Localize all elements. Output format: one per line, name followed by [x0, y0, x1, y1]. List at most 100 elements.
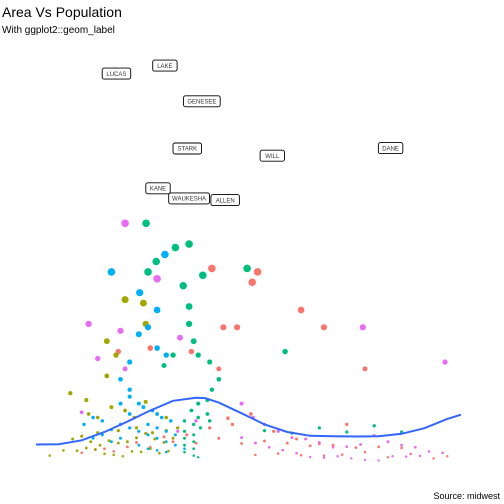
point-oh-19 [155, 412, 159, 416]
point-oh-17 [141, 405, 146, 410]
county-labels: LAKE LUCAS GENESEE STARK WILL DANE KANE WAUKESH… [101, 59, 404, 207]
point-il-28 [135, 440, 138, 444]
point-in-17 [80, 434, 84, 438]
point-wi-21 [359, 443, 362, 446]
chart-caption: Source: midwest [433, 491, 500, 501]
point-il-2 [297, 306, 305, 314]
point-mi-5 [144, 268, 152, 276]
point-mi-28 [192, 454, 195, 457]
point-oh-6 [136, 289, 144, 297]
point-in-15 [164, 415, 168, 420]
point-in-16 [71, 437, 75, 441]
point-mi-14 [209, 387, 215, 392]
county-label-text: WILL [265, 154, 280, 160]
point-oh-21 [169, 419, 173, 423]
point-il-42 [299, 454, 303, 457]
county-label-waukesha: WAUKESHA [168, 192, 210, 205]
point-in-7 [84, 398, 89, 403]
county-label-box [183, 95, 221, 108]
point-wi-25 [413, 445, 417, 449]
point-oh-23 [128, 426, 132, 430]
point-il-14 [103, 447, 106, 451]
point-il-13 [345, 422, 349, 427]
point-oh-42 [127, 412, 132, 416]
point-il-25 [354, 446, 358, 449]
point-oh-39 [146, 447, 150, 451]
point-in-38 [167, 449, 170, 453]
point-oh-29 [183, 447, 186, 451]
point-il-0 [216, 366, 222, 372]
point-in-33 [121, 455, 125, 458]
point-mi-20 [192, 422, 196, 427]
county-label-box [168, 192, 210, 205]
point-in-19 [98, 443, 102, 447]
point-wi-8 [122, 366, 128, 372]
point-in-32 [112, 453, 115, 457]
point-oh-12 [127, 359, 133, 365]
point-il-24 [331, 443, 335, 447]
point-oh-7 [153, 306, 161, 314]
point-il-46 [386, 456, 390, 459]
point-wi-29 [253, 441, 257, 445]
point-mi-8 [199, 271, 207, 280]
point-wi-4 [85, 320, 92, 328]
point-il-6 [220, 324, 227, 331]
point-il-44 [340, 453, 344, 456]
chart-subtitle: With ggplot2::geom_label [2, 25, 115, 36]
point-il-26 [377, 445, 381, 449]
point-wi-30 [267, 445, 271, 449]
point-oh-10 [154, 345, 160, 351]
point-wi-32 [295, 451, 298, 455]
point-oh-47 [82, 422, 86, 427]
point-in-22 [125, 440, 129, 444]
county-label-text: STARK [178, 147, 198, 153]
point-oh-35 [109, 440, 113, 444]
chart-title: Area Vs Population [2, 4, 122, 20]
point-oh-38 [137, 443, 141, 447]
point-oh-5 [107, 268, 116, 276]
point-wi-31 [281, 448, 285, 452]
point-mi-22 [192, 433, 196, 437]
county-label-box [101, 67, 132, 80]
county-label-kane: KANE [145, 182, 171, 195]
point-il-40 [254, 453, 257, 457]
point-oh-11 [163, 352, 169, 358]
point-in-8 [86, 412, 91, 416]
point-il-10 [188, 348, 195, 355]
point-mi-27 [183, 450, 186, 454]
point-wi-20 [345, 445, 349, 448]
point-wi-12 [239, 401, 244, 406]
point-in-39 [48, 454, 51, 457]
point-il-11 [230, 422, 235, 427]
point-oh-28 [174, 443, 177, 447]
point-wi-6 [177, 334, 183, 341]
point-oh-46 [91, 415, 95, 420]
point-mi-10 [185, 320, 193, 328]
point-il-43 [322, 454, 326, 457]
point-il-39 [112, 450, 116, 453]
point-in-6 [104, 373, 110, 379]
point-in-43 [116, 428, 120, 433]
point-mi-3 [171, 243, 180, 252]
point-mi-38 [317, 426, 321, 430]
county-label-text: LAKE [157, 64, 172, 70]
point-in-5 [113, 352, 119, 358]
point-in-20 [107, 439, 111, 443]
point-wi-38 [377, 459, 380, 462]
point-il-45 [363, 450, 367, 454]
county-label-text: GENESEE [187, 100, 216, 106]
point-oh-43 [118, 401, 123, 406]
point-wi-11 [79, 410, 84, 415]
point-il-22 [285, 441, 289, 445]
county-label-stark: STARK [172, 142, 202, 155]
point-mi-12 [195, 352, 201, 358]
county-label-lucas: LUCAS [101, 67, 132, 80]
point-in-40 [62, 449, 65, 452]
point-mi-40 [372, 424, 376, 428]
point-wi-35 [336, 455, 339, 458]
county-label-text: KANE [150, 187, 166, 193]
point-in-13 [143, 399, 148, 404]
point-in-10 [109, 405, 114, 410]
point-il-48 [432, 457, 435, 460]
